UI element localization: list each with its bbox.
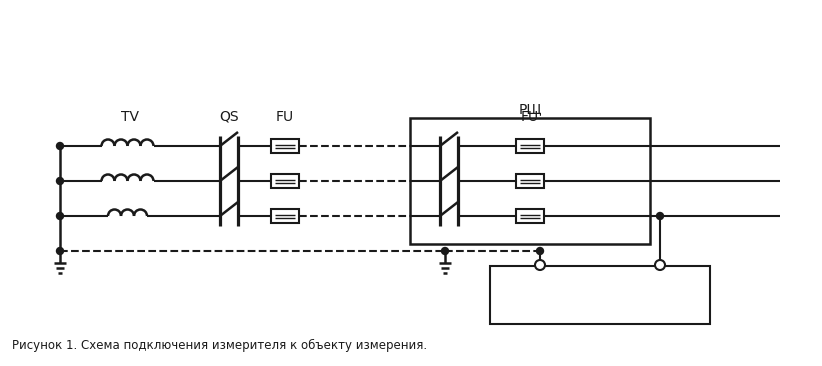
Bar xyxy=(516,209,544,223)
Text: ФАЗА: ФАЗА xyxy=(647,265,683,278)
Text: РЩ: РЩ xyxy=(518,102,542,116)
Text: НУЛЬ: НУЛЬ xyxy=(528,265,562,278)
Bar xyxy=(271,139,299,153)
Circle shape xyxy=(57,178,63,184)
Bar xyxy=(410,118,650,244)
Circle shape xyxy=(57,213,63,220)
Circle shape xyxy=(57,247,63,254)
Circle shape xyxy=(655,260,665,270)
Bar xyxy=(271,209,299,223)
Bar xyxy=(271,174,299,188)
Text: TV: TV xyxy=(121,110,139,124)
Circle shape xyxy=(657,213,663,220)
Text: QS: QS xyxy=(219,110,239,124)
Text: Измеритель ЦК0220: Измеритель ЦК0220 xyxy=(533,294,667,306)
Circle shape xyxy=(57,142,63,149)
Circle shape xyxy=(441,247,449,254)
Circle shape xyxy=(537,247,543,254)
Bar xyxy=(516,174,544,188)
Text: Рисунок 1. Схема подключения измерителя к объекту измерения.: Рисунок 1. Схема подключения измерителя … xyxy=(12,339,427,352)
Circle shape xyxy=(535,260,545,270)
Bar xyxy=(516,139,544,153)
Text: FU: FU xyxy=(276,110,294,124)
Text: FU: FU xyxy=(521,110,539,124)
Bar xyxy=(490,266,710,324)
